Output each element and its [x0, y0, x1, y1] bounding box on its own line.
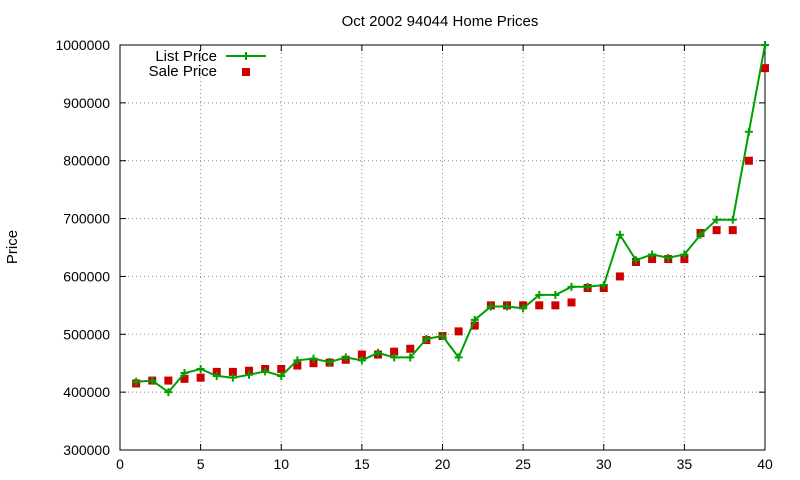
sale-price-marker	[180, 374, 189, 383]
list-price-marker	[438, 332, 447, 341]
sale-price-marker	[567, 298, 576, 307]
x-tick-label: 0	[116, 456, 124, 472]
y-tick-label: 400000	[63, 384, 110, 400]
y-axis-title: Price	[4, 230, 21, 264]
y-tick-label: 1000000	[55, 37, 110, 53]
sale-price-marker	[245, 366, 253, 375]
list-price-marker	[374, 348, 382, 357]
list-price-marker	[454, 353, 463, 362]
sale-price-marker	[551, 301, 560, 310]
list-price-marker	[615, 230, 624, 239]
sale-price-marker	[357, 350, 366, 359]
x-tick-label: 10	[273, 456, 289, 472]
x-tick-label: 5	[197, 456, 205, 472]
sale-price-marker	[470, 321, 479, 330]
list-price-marker	[567, 282, 576, 291]
chart-title: Oct 2002 94044 Home Prices	[342, 13, 539, 30]
y-tick-label: 300000	[63, 442, 110, 458]
sale-price-marker	[164, 376, 173, 385]
sale-price-marker	[454, 327, 463, 336]
list-price-marker	[390, 353, 399, 362]
list-price-marker	[551, 290, 560, 299]
legend-label-list-price: List Price	[155, 48, 217, 65]
list-price-marker	[422, 334, 431, 343]
list-price-marker	[632, 256, 640, 265]
list-price-marker	[357, 356, 366, 365]
x-tick-label: 20	[435, 456, 451, 472]
list-price-marker	[309, 354, 318, 363]
grid	[120, 45, 765, 450]
sale-price-marker	[761, 64, 769, 73]
list-price-marker	[664, 253, 673, 262]
list-price-marker	[470, 315, 479, 324]
y-tick-label: 500000	[63, 326, 110, 342]
x-tick-label: 30	[596, 456, 612, 472]
list-price-marker	[132, 377, 141, 386]
list-price-marker	[696, 230, 705, 239]
list-price-marker	[680, 250, 689, 259]
list-price-marker	[744, 127, 753, 136]
x-tick-label: 35	[677, 456, 693, 472]
sale-price-marker	[196, 373, 205, 382]
list-price-marker	[180, 369, 189, 378]
list-price-marker	[245, 370, 253, 379]
list-price-marker	[599, 281, 608, 290]
list-price-marker	[712, 215, 721, 224]
list-price-marker	[277, 371, 286, 380]
list-price-marker	[228, 373, 237, 382]
list-price-marker	[148, 376, 157, 385]
y-tick-label: 600000	[63, 268, 110, 284]
sale-price-marker	[390, 347, 399, 356]
legend: List Price Sale Price	[149, 48, 266, 80]
list-price-marker	[406, 353, 415, 362]
legend-marker-list-price	[242, 52, 250, 60]
list-price-marker	[293, 356, 302, 365]
list-price-marker	[535, 290, 544, 299]
list-price-marker	[503, 302, 511, 311]
y-tick-label: 900000	[63, 95, 110, 111]
list-price-marker	[583, 282, 592, 291]
list-price-marker	[519, 304, 528, 313]
sale-price-marker	[293, 361, 302, 370]
sale-price-marker	[648, 255, 657, 264]
sale-price-marker	[212, 367, 221, 376]
list-price-marker	[341, 353, 350, 362]
list-price-marker	[261, 367, 270, 376]
y-tick-label: 700000	[63, 211, 110, 227]
legend-label-sale-price: Sale Price	[149, 63, 217, 80]
series-layer	[132, 41, 769, 397]
x-tick-label: 40	[757, 456, 773, 472]
list-price-line	[136, 44, 766, 394]
sale-price-marker	[277, 365, 286, 373]
sale-price-marker	[535, 301, 544, 310]
list-price-marker	[486, 302, 495, 311]
sale-price-marker	[680, 255, 689, 264]
sale-price-marker	[309, 359, 318, 368]
list-price-marker	[325, 358, 334, 367]
list-price-marker	[761, 41, 769, 49]
sale-price-marker	[744, 156, 753, 165]
list-price-marker	[728, 215, 737, 224]
list-price-marker	[212, 371, 221, 380]
sale-price-marker	[712, 226, 721, 235]
list-price-marker	[196, 365, 205, 373]
x-tick-label: 15	[354, 456, 370, 472]
x-tick-label: 25	[515, 456, 531, 472]
list-price-marker	[164, 388, 173, 397]
y-tick-label: 800000	[63, 153, 110, 169]
sale-price-marker	[615, 272, 624, 281]
sale-price-marker	[228, 367, 237, 376]
legend-marker-sale-price	[242, 68, 250, 76]
axis-ticks: 0 5 10 15 20 25 30 35 40 300000 400000 500000 600000…	[55, 37, 773, 472]
sale-price-marker	[406, 344, 415, 353]
sale-price-marker	[728, 226, 737, 235]
list-price-marker	[648, 250, 657, 259]
